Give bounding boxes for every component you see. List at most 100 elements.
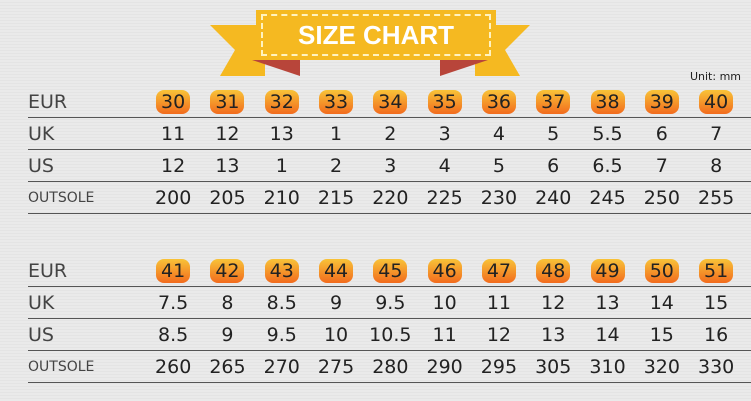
size-cell: 8.5 [255, 292, 309, 314]
size-cell: 35 [417, 89, 471, 114]
eur-size-badge: 51 [699, 258, 734, 283]
size-cell: 6 [526, 155, 580, 177]
eur-size-badge: 35 [427, 89, 462, 114]
size-cell: 8 [200, 292, 254, 314]
size-value: 12 [541, 291, 566, 314]
size-cell: 2 [309, 155, 363, 177]
size-cell: 40 [689, 89, 743, 114]
table-row-us: US 8.5 9 9.5 10 10.5 11 12 13 14 15 16 [28, 319, 751, 351]
eur-size-badge: 38 [590, 89, 625, 114]
size-cell: 7 [689, 123, 743, 145]
size-value: 330 [697, 355, 735, 378]
size-cell: 33 [309, 89, 363, 114]
size-cell: 13 [200, 155, 254, 177]
row-label: US [28, 323, 54, 346]
size-cell: 47 [472, 258, 526, 283]
size-table-1: EUR 30 31 32 33 34 35 36 37 38 39 40 UK 11 12 13 1 2 3 4 5 5.… [28, 86, 751, 214]
size-cell: 36 [472, 89, 526, 114]
size-value: 5 [492, 154, 505, 177]
size-cell: 30 [146, 89, 200, 114]
size-cell: 9 [200, 324, 254, 346]
size-value: 12 [486, 323, 512, 346]
size-cell: 1 [255, 155, 309, 177]
size-value: 6 [655, 122, 668, 145]
eur-size-badge: 50 [644, 258, 679, 283]
size-cell: 7.5 [146, 292, 200, 314]
size-cell: 280 [363, 356, 417, 378]
size-cell: 39 [635, 89, 689, 114]
table-row-outsole: OUTSOLE 200 205 210 215 220 225 230 240 245 250 255 [28, 182, 751, 214]
size-cell: 43 [255, 258, 309, 283]
size-cell: 11 [472, 292, 526, 314]
size-value: 245 [589, 186, 626, 209]
size-cell: 12 [200, 123, 254, 145]
size-value: 11 [161, 122, 186, 145]
eur-size-badge: 31 [210, 89, 245, 114]
size-cell: 275 [309, 356, 363, 378]
row-label: UK [28, 122, 55, 145]
size-cell: 12 [526, 292, 580, 314]
size-cell: 290 [417, 356, 471, 378]
size-value: 8.5 [158, 323, 189, 346]
size-cell: 310 [580, 356, 634, 378]
size-cell: 2 [363, 123, 417, 145]
size-cell: 32 [255, 89, 309, 114]
size-cell: 15 [689, 292, 743, 314]
size-value: 250 [643, 186, 680, 209]
size-cell: 5 [526, 123, 580, 145]
size-value: 16 [704, 323, 729, 346]
size-value: 280 [372, 355, 409, 378]
size-cell: 13 [526, 324, 580, 346]
size-cell: 34 [363, 89, 417, 114]
eur-size-badge: 32 [264, 89, 299, 114]
size-value: 240 [535, 186, 572, 209]
table-row-us: US 12 13 1 2 3 4 5 6 6.5 7 8 [28, 150, 751, 182]
size-cell: 265 [200, 356, 254, 378]
size-cell: 14 [635, 292, 689, 314]
size-value: 200 [155, 186, 192, 209]
size-value: 265 [209, 355, 246, 378]
size-cell: 260 [146, 356, 200, 378]
table-row-uk: UK 11 12 13 1 2 3 4 5 5.5 6 7 [28, 118, 751, 150]
size-cell: 3 [363, 155, 417, 177]
size-value: 310 [589, 355, 626, 378]
eur-size-badge: 46 [427, 258, 462, 283]
eur-size-badge: 42 [210, 258, 245, 283]
size-cell: 3 [417, 123, 471, 145]
size-cell: 51 [689, 258, 743, 283]
size-value: 2 [384, 122, 397, 145]
size-value: 13 [215, 154, 240, 177]
row-label: EUR [28, 90, 68, 113]
size-value: 6.5 [592, 154, 623, 177]
size-cell: 270 [255, 356, 309, 378]
size-value: 260 [155, 355, 192, 378]
size-value: 3 [384, 154, 397, 177]
size-value: 11 [486, 291, 512, 314]
size-value: 2 [329, 154, 343, 177]
size-cell: 5.5 [580, 123, 634, 145]
size-cell: 10 [309, 324, 363, 346]
size-value: 13 [541, 323, 566, 346]
size-cell: 38 [580, 89, 634, 114]
eur-size-badge: 41 [156, 258, 191, 283]
size-value: 5 [547, 122, 560, 145]
size-cell: 11 [146, 123, 200, 145]
eur-size-badge: 37 [536, 89, 571, 114]
size-cell: 16 [689, 324, 743, 346]
size-value: 15 [704, 291, 729, 314]
eur-size-badge: 47 [481, 258, 516, 283]
row-label: UK [28, 291, 55, 314]
size-value: 215 [317, 186, 355, 209]
size-value: 220 [372, 186, 409, 209]
size-value: 11 [432, 323, 457, 346]
size-value: 205 [209, 186, 246, 209]
size-value: 9.5 [266, 323, 297, 346]
size-value: 305 [535, 355, 572, 378]
table-row-outsole: OUTSOLE 260 265 270 275 280 290 295 305 310 320 330 [28, 351, 751, 383]
size-cell: 10.5 [363, 324, 417, 346]
size-cell: 4 [417, 155, 471, 177]
size-cell: 12 [472, 324, 526, 346]
size-cell: 49 [580, 258, 634, 283]
size-value: 255 [697, 186, 735, 209]
eur-size-badge: 48 [536, 258, 571, 283]
